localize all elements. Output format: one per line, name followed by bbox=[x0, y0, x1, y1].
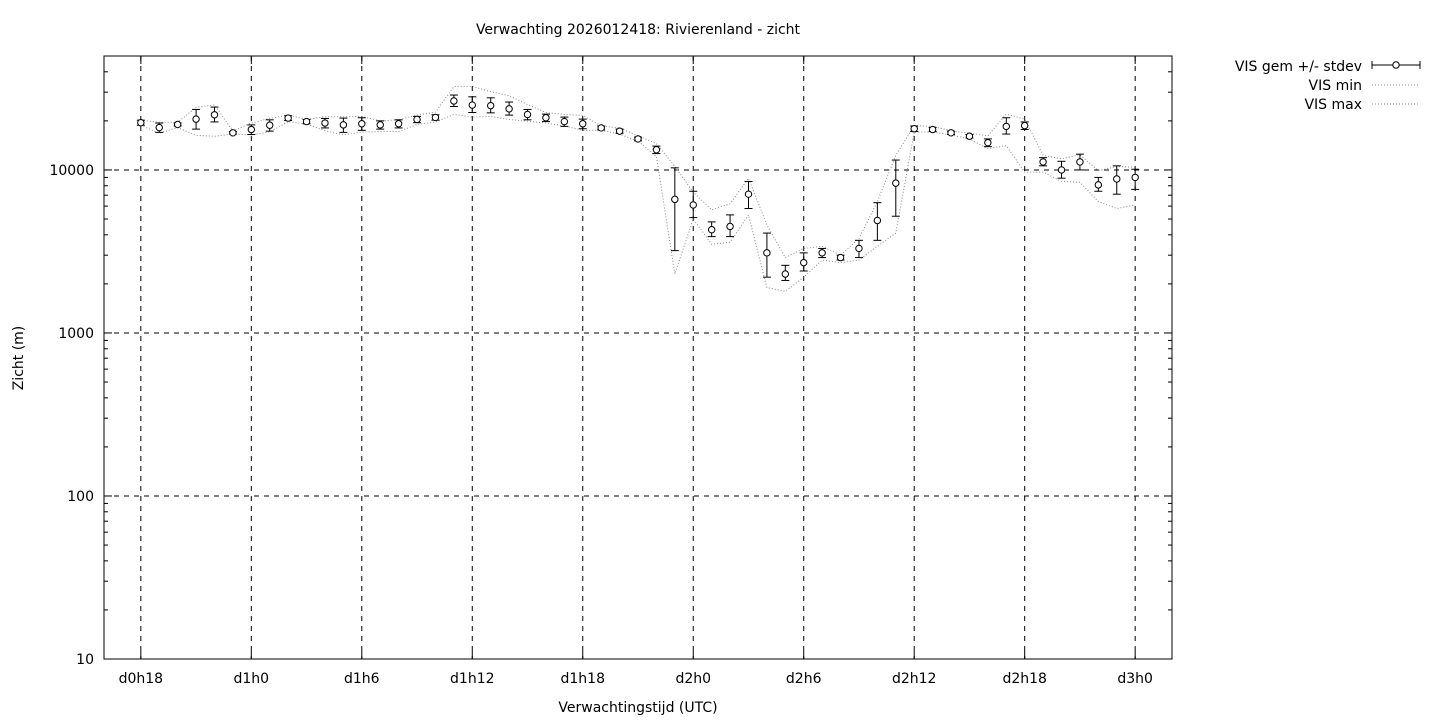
mean-point bbox=[947, 129, 955, 137]
mean-point bbox=[1057, 166, 1066, 174]
minor-ticks bbox=[104, 55, 1172, 611]
mean-point bbox=[707, 225, 716, 234]
mean-point bbox=[800, 258, 808, 267]
mean-point bbox=[652, 146, 661, 154]
mean-point bbox=[965, 132, 974, 140]
mean-point bbox=[284, 114, 292, 122]
mean-point bbox=[836, 253, 845, 262]
mean-point bbox=[818, 249, 826, 257]
legend-key-point bbox=[1392, 61, 1400, 69]
legend-keys bbox=[1371, 61, 1421, 105]
mean-point bbox=[358, 120, 366, 128]
mean-point bbox=[339, 121, 348, 129]
vis-max-line bbox=[140, 85, 1136, 259]
grid-lines bbox=[104, 56, 1172, 659]
y-tick-label: 10000 bbox=[49, 163, 94, 179]
mean-point bbox=[155, 123, 163, 132]
mean-point bbox=[928, 125, 937, 134]
series-marks bbox=[136, 85, 1140, 292]
mean-point bbox=[486, 101, 495, 110]
x-axis-ticks: d0h18 d1h0 d1h6 d1h12 d1h18 d2h0 d2h6 d2h12 d2h1… bbox=[119, 56, 1153, 687]
mean-point bbox=[505, 105, 513, 113]
mean-point bbox=[689, 201, 697, 209]
mean-point bbox=[726, 222, 734, 231]
x-tick-label: d2h6 bbox=[786, 671, 822, 687]
mean-point bbox=[229, 129, 237, 137]
mean-point bbox=[1131, 173, 1139, 182]
mean-point bbox=[634, 135, 642, 143]
y-axis-label: Zicht (m) bbox=[11, 326, 27, 391]
mean-point bbox=[1020, 121, 1029, 130]
mean-point bbox=[450, 97, 458, 105]
x-tick-label: d1h0 bbox=[234, 671, 270, 687]
mean-point bbox=[892, 179, 900, 187]
mean-point bbox=[542, 114, 550, 122]
legend-label-mean: VIS gem +/- stdev bbox=[1235, 59, 1362, 75]
mean-point bbox=[597, 124, 605, 132]
y-tick-label: 10 bbox=[76, 652, 94, 668]
mean-point bbox=[266, 121, 274, 129]
x-tick-label: d2h18 bbox=[1002, 671, 1046, 687]
chart-title: Verwachting 2026012418: Rivierenland - z… bbox=[476, 22, 801, 38]
mean-point bbox=[431, 113, 440, 122]
plot-frame bbox=[103, 55, 1173, 660]
mean-point bbox=[468, 101, 476, 109]
mean-point bbox=[137, 118, 145, 127]
x-tick-label: d0h18 bbox=[119, 671, 163, 687]
mean-point bbox=[615, 127, 624, 135]
mean-point bbox=[1002, 122, 1010, 131]
mean-point bbox=[247, 125, 256, 134]
x-tick-label: d2h12 bbox=[892, 671, 936, 687]
mean-point bbox=[781, 270, 790, 278]
mean-point bbox=[1039, 158, 1047, 166]
y-tick-label: 100 bbox=[67, 489, 94, 505]
mean-point bbox=[394, 120, 403, 128]
mean-point bbox=[302, 117, 311, 126]
legend: VIS gem +/- stdev VIS min VIS max bbox=[1235, 59, 1421, 113]
mean-point bbox=[1113, 175, 1121, 183]
x-tick-label: d3h0 bbox=[1117, 671, 1153, 687]
mean-point bbox=[744, 190, 753, 198]
mean-point bbox=[413, 115, 421, 124]
mean-point bbox=[192, 115, 200, 123]
mean-point bbox=[523, 110, 532, 119]
mean-point bbox=[321, 119, 329, 127]
x-tick-label: d1h18 bbox=[561, 671, 605, 687]
mean-point bbox=[984, 138, 992, 147]
mean-point bbox=[873, 216, 882, 225]
mean-point bbox=[855, 244, 863, 253]
mean-point bbox=[376, 121, 384, 129]
x-axis-label: Verwachtingstijd (UTC) bbox=[558, 700, 717, 716]
x-tick-label: d2h0 bbox=[675, 671, 711, 687]
y-tick-label: 1000 bbox=[58, 326, 94, 342]
mean-point bbox=[560, 117, 569, 126]
x-tick-label: d1h12 bbox=[450, 671, 494, 687]
mean-point bbox=[579, 120, 587, 128]
mean-point bbox=[1076, 158, 1084, 166]
mean-point bbox=[763, 249, 771, 257]
mean-point bbox=[1094, 181, 1103, 189]
mean-point bbox=[671, 195, 679, 204]
mean-point bbox=[910, 125, 918, 133]
x-tick-label: d1h6 bbox=[344, 671, 380, 687]
mean-point bbox=[210, 111, 219, 119]
y-axis-ticks: 10 100 1000 10000 bbox=[49, 163, 1172, 668]
mean-point bbox=[173, 120, 182, 129]
legend-label-max: VIS max bbox=[1304, 97, 1362, 113]
legend-label-min: VIS min bbox=[1309, 78, 1362, 94]
